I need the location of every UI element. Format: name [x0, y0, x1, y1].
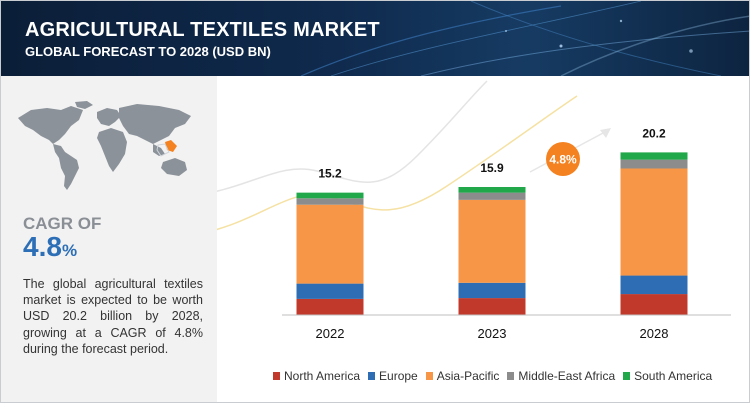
header-light-streaks	[300, 1, 749, 76]
total-label-2028: 20.2	[642, 126, 666, 140]
page-subtitle: GLOBAL FORECAST TO 2028 (USD BN)	[25, 44, 271, 59]
header-banner: AGRICULTURAL TEXTILES MARKET GLOBAL FORE…	[1, 1, 749, 76]
x-tick-2028: 2028	[640, 326, 669, 341]
bar-2023-south-america	[458, 187, 526, 193]
legend-label-north-america: North America	[284, 369, 361, 383]
decorative-growth-curves	[217, 80, 578, 231]
bar-2028-north-america	[620, 294, 688, 315]
legend-swatch-europe	[368, 372, 376, 380]
total-labels-layer: 15.2 15.9 20.2	[318, 126, 666, 180]
info-panel: CAGR OF 4.8% The global agricultural tex…	[1, 76, 217, 402]
cagr-value: 4.8%	[23, 231, 77, 263]
bars-layer	[296, 152, 688, 315]
legend-item-asia-pacific: Asia-Pacific	[425, 369, 500, 383]
bar-2022-north-america	[296, 298, 364, 315]
cagr-label: CAGR OF	[23, 214, 102, 233]
bar-2028-europe	[620, 275, 688, 295]
cagr-number: 4.8	[23, 231, 62, 262]
x-tick-2022: 2022	[316, 326, 345, 341]
world-map-icon	[18, 101, 191, 190]
chart-legend: North America Europe Asia-Pacific Middle-Ea…	[273, 368, 720, 384]
legend-label-europe: Europe	[379, 369, 418, 383]
legend-item-south-america: South America	[623, 369, 712, 383]
legend-swatch-middle-east-africa	[507, 372, 515, 380]
bar-2022-europe	[296, 283, 364, 299]
growth-arrow-head	[600, 128, 611, 138]
legend-label-asia-pacific: Asia-Pacific	[436, 369, 500, 383]
legend-label-middle-east-africa: Middle-East Africa	[518, 369, 616, 383]
total-label-2023: 15.9	[480, 161, 504, 175]
market-description: The global agricultural textiles market …	[23, 277, 203, 356]
cagr-annotation: 4.8%	[529, 128, 611, 176]
bar-2023-middle-east-africa	[458, 192, 526, 200]
bar-2022-south-america	[296, 192, 364, 199]
bar-2023-asia-pacific	[458, 199, 526, 283]
legend-item-north-america: North America	[273, 369, 360, 383]
cagr-badge-label: 4.8%	[549, 153, 577, 167]
cagr-unit: %	[61, 241, 78, 260]
bar-2028-south-america	[620, 152, 688, 160]
legend-swatch-asia-pacific	[425, 372, 433, 380]
stacked-bar-chart: 15.2 15.9 20.2 2022 2023 2028 4.8%	[217, 80, 731, 341]
bar-2023-europe	[458, 282, 526, 299]
x-tick-2023: 2023	[478, 326, 507, 341]
legend-label-south-america: South America	[634, 369, 713, 383]
total-label-2022: 15.2	[318, 167, 342, 181]
bar-2023-north-america	[458, 298, 526, 315]
bar-2022-middle-east-africa	[296, 198, 364, 205]
bar-2028-middle-east-africa	[620, 159, 688, 169]
legend-item-middle-east-africa: Middle-East Africa	[507, 369, 615, 383]
page-title: AGRICULTURAL TEXTILES MARKET	[25, 19, 380, 41]
legend-swatch-north-america	[273, 372, 280, 380]
bar-2028-asia-pacific	[620, 168, 688, 276]
legend-item-europe: Europe	[368, 369, 418, 383]
legend-swatch-south-america	[623, 372, 631, 380]
x-tick-labels: 2022 2023 2028	[316, 326, 669, 341]
bar-2022-asia-pacific	[296, 204, 364, 284]
cagr-badge	[546, 142, 580, 176]
